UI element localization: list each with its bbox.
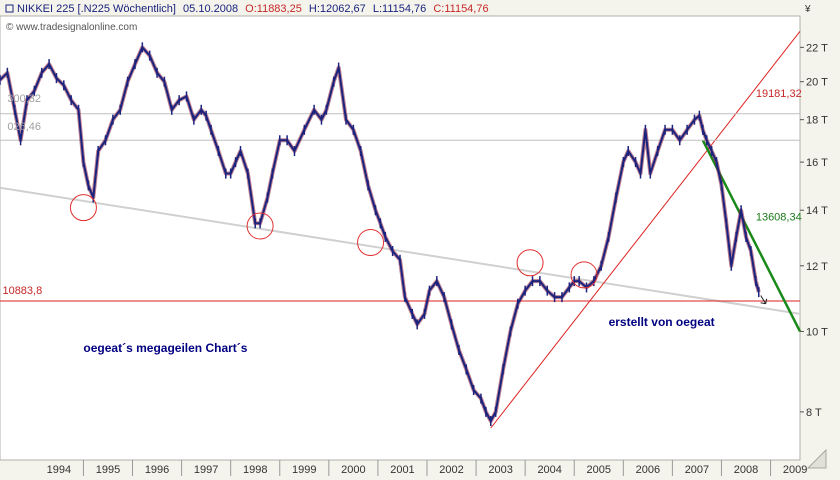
x-tick-label: 2003 (488, 464, 512, 476)
series-line-0 (0, 46, 760, 422)
reference-line-2 (490, 31, 801, 429)
title-date: 05.10.2008 (183, 3, 238, 15)
plot-area (0, 15, 801, 461)
highlight-circle-2 (357, 229, 385, 257)
y-axis-unit: ¥ (804, 4, 811, 15)
y-axis: 8 T 10 T 12 T 14 T 16 T 18 T 20 T 22 T (800, 42, 828, 419)
x-tick-label: 1995 (96, 464, 120, 476)
annotation-6: erstellt von oegeat (609, 315, 715, 329)
x-tick-label: 1997 (194, 464, 218, 476)
arrow-shaft (760, 295, 767, 304)
highlight-circles (69, 194, 598, 289)
highlight-circle-3 (516, 249, 544, 277)
title-bar: NIKKEI 225 [.N225 Wöchentlich] 05.10.200… (5, 3, 489, 15)
annotation-4: 10883,8 (2, 285, 42, 297)
annotation-3: 026,46 (7, 121, 41, 133)
highlight-circle-0 (69, 194, 97, 222)
highlight-circle-1 (246, 212, 274, 240)
y-tick-label: 12 T (806, 261, 828, 273)
x-tick-label: 1996 (145, 464, 169, 476)
symbol-icon (5, 4, 14, 13)
x-tick-label: 2005 (587, 464, 611, 476)
source-label: © www.tradesignalonline.com (6, 22, 137, 33)
annotation-2: 300,32 (7, 93, 41, 105)
title-high: H:12062,67 (309, 3, 366, 15)
x-tick-label: 2007 (685, 464, 709, 476)
x-tick-label: 2006 (636, 464, 660, 476)
x-tick-label: 1998 (243, 464, 267, 476)
y-tick-label: 22 T (806, 42, 828, 54)
y-tick-label: 8 T (806, 407, 822, 419)
reference-line-0 (0, 186, 801, 315)
price-series (0, 42, 761, 427)
arrow-head (760, 298, 768, 305)
title-low: L:11154,76 (373, 3, 426, 15)
resize-grip[interactable] (806, 448, 827, 469)
x-tick-label: 2000 (341, 464, 365, 476)
x-tick-label: 2001 (390, 464, 414, 476)
title-open: O:11883,25 (245, 3, 302, 15)
x-tick-label: 2009 (783, 464, 807, 476)
highlight-circle-4 (570, 261, 598, 289)
arrow (760, 295, 768, 305)
y-tick-label: 10 T (806, 326, 828, 338)
x-axis: 1994 1995 1996 1997 1998 1999 2000 2001 2002 2003… (47, 460, 807, 476)
reference-lines (0, 31, 802, 429)
svg-text:NIKKEI 225 [.N225 Wöchentlich]: NIKKEI 225 [.N225 Wöchentlich] 05.10.200… (17, 3, 489, 15)
y-tick-label: 16 T (806, 157, 828, 169)
x-tick-label: 1994 (47, 464, 71, 476)
x-tick-label: 2002 (439, 464, 463, 476)
title-close: C:11154,76 (433, 3, 488, 15)
annotation-1: 13608,34 (756, 211, 802, 223)
x-tick-label: 1999 (292, 464, 316, 476)
y-tick-label: 20 T (806, 77, 828, 89)
annotation-0: 19181,32 (756, 88, 802, 100)
x-tick-label: 2004 (537, 464, 561, 476)
annotation-5: oegeat´s megageilen Chart´s (83, 341, 247, 355)
title-symbol: NIKKEI 225 [.N225 Wöchentlich] (17, 3, 176, 15)
annotations: 19181,32 13608,34 300,32 026,46 10883,8 oegea… (2, 88, 801, 355)
x-tick-label: 2008 (734, 464, 758, 476)
y-tick-label: 14 T (806, 205, 828, 217)
y-tick-label: 18 T (806, 115, 828, 127)
